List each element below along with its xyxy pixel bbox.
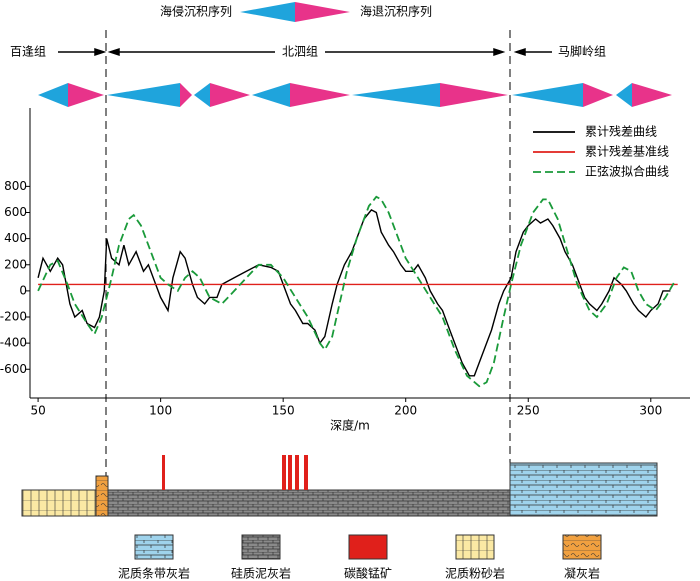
x-axis-label: 深度/m xyxy=(330,418,370,433)
triangle xyxy=(512,83,583,107)
x-tick-label: 150 xyxy=(272,404,295,418)
triangle xyxy=(295,2,350,22)
x-tick-label: 250 xyxy=(517,404,540,418)
y-tick-label: 800 xyxy=(4,179,27,193)
banded-limestone xyxy=(509,462,658,517)
formation-arrows xyxy=(58,47,552,57)
triangle xyxy=(290,83,350,107)
lithology-column xyxy=(21,455,658,517)
silt xyxy=(21,489,97,517)
x-tick-label: 50 xyxy=(30,404,45,418)
triangle xyxy=(180,83,192,107)
formation-label: 百逢组 xyxy=(10,45,46,59)
triangle xyxy=(352,83,440,107)
sequence-header: 海侵沉积序列 海退沉积序列 百逢组 北泗组 马脚岭组 xyxy=(10,2,672,107)
series-line xyxy=(37,209,671,377)
triangle xyxy=(583,83,613,107)
legend-label: 累计残差曲线 xyxy=(585,125,657,139)
y-tick-label: 200 xyxy=(4,257,27,271)
series-line xyxy=(37,195,677,388)
triangle xyxy=(440,83,508,107)
x-tick-label: 100 xyxy=(149,404,172,418)
legend-transgression: 海侵沉积序列 xyxy=(160,4,232,19)
plot: 深度/m xyxy=(29,108,690,433)
triangle xyxy=(68,83,104,107)
legend-label: 累计残差基准线 xyxy=(585,145,669,159)
lith-label: 凝灰岩 xyxy=(564,566,600,581)
lith-label: 碳酸锰矿 xyxy=(344,566,392,581)
triangle xyxy=(632,83,672,107)
triangle xyxy=(240,2,295,22)
legend-regression: 海退沉积序列 xyxy=(360,4,432,19)
triangle xyxy=(194,83,210,107)
tuff xyxy=(95,475,109,517)
y-tick-label: 400 xyxy=(4,231,27,245)
manganese xyxy=(162,455,308,490)
y-tick-label: -200 xyxy=(0,310,27,324)
y-tick-label: 0 xyxy=(19,283,27,297)
lithology-legend: 泥质条带灰岩 硅质泥灰岩 碳酸锰矿 泥质粉砂岩 凝灰岩 xyxy=(118,534,602,581)
lith-label: 泥质条带灰岩 xyxy=(118,566,190,581)
lith-label: 硅质泥灰岩 xyxy=(231,566,291,581)
triangle xyxy=(252,83,290,107)
y-tick-label: -600 xyxy=(0,362,27,376)
formation-label: 马脚岭组 xyxy=(558,44,606,59)
triangle xyxy=(107,83,180,107)
siliceous-marl xyxy=(107,489,511,517)
legend-label: 正弦波拟合曲线 xyxy=(585,164,669,179)
triangle xyxy=(616,83,632,107)
lith-label: 泥质粉砂岩 xyxy=(445,566,505,581)
triangle xyxy=(210,83,250,107)
x-tick-label: 200 xyxy=(394,404,417,418)
x-tick-label: 300 xyxy=(639,404,662,418)
y-tick-label: -400 xyxy=(0,336,27,350)
triangle xyxy=(38,83,68,107)
formation-label: 北泗组 xyxy=(282,45,318,59)
y-tick-label: 600 xyxy=(4,205,27,219)
